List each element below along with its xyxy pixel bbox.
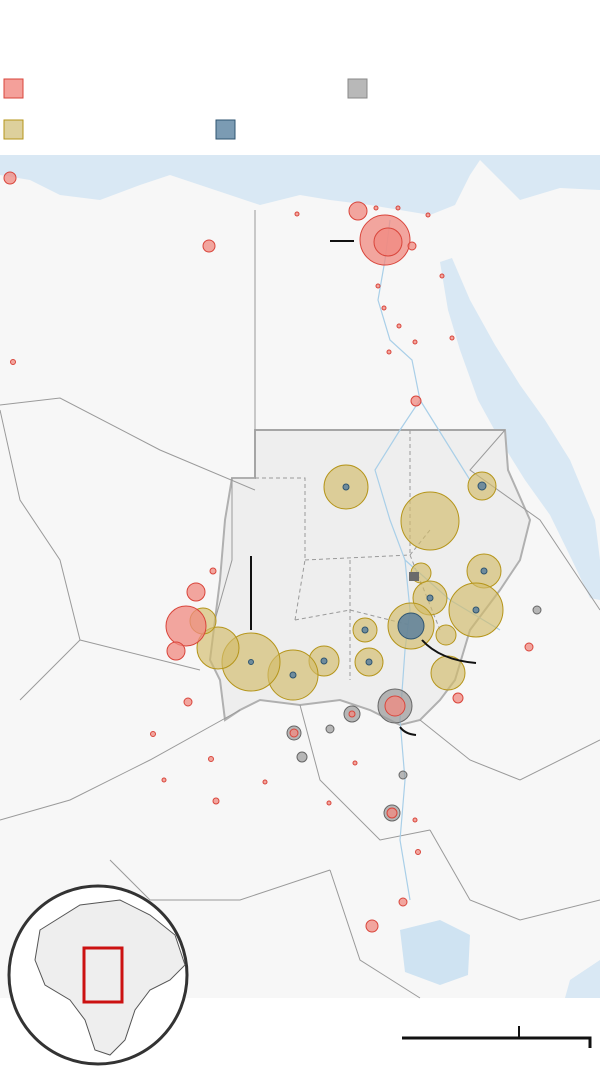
marker [398, 770, 408, 780]
marker [186, 582, 206, 602]
marker [262, 779, 268, 785]
marker [326, 800, 332, 806]
marker [425, 212, 431, 218]
marker [396, 323, 402, 329]
leader-lines [250, 240, 477, 736]
marker [524, 642, 534, 652]
marker [348, 710, 356, 718]
marker [248, 659, 254, 665]
marker [294, 211, 300, 217]
marker [410, 395, 422, 407]
marker [3, 171, 17, 185]
marker [161, 777, 167, 783]
marker [430, 655, 466, 691]
legend-swatch [3, 119, 24, 140]
marker [320, 657, 328, 665]
marker [289, 671, 297, 679]
marker [375, 283, 381, 289]
marker [386, 807, 398, 819]
leader-line [399, 726, 417, 736]
marker [407, 241, 417, 251]
marker [477, 481, 487, 491]
scale-line [402, 1036, 592, 1048]
inset-globe [7, 884, 189, 1066]
marker [365, 919, 379, 933]
sea [440, 258, 600, 600]
marker [352, 760, 358, 766]
marker [183, 697, 193, 707]
marker [386, 349, 392, 355]
marker [296, 751, 308, 763]
marker [381, 305, 387, 311]
marker [412, 817, 418, 823]
marker [426, 594, 434, 602]
lake [400, 920, 470, 985]
marker [373, 205, 379, 211]
marker [166, 641, 186, 661]
marker [415, 849, 421, 855]
marker [472, 606, 480, 614]
marker [165, 605, 207, 647]
marker [289, 728, 299, 738]
marker [409, 572, 419, 581]
markers [3, 171, 542, 933]
legend-swatch [347, 78, 368, 99]
marker [202, 239, 216, 253]
marker [397, 612, 425, 640]
marker [384, 695, 406, 717]
sea [565, 960, 600, 998]
marker [395, 205, 401, 211]
map [0, 155, 600, 999]
scale-bar [402, 1026, 592, 1048]
marker [150, 731, 156, 737]
marker [373, 227, 403, 257]
marker [209, 567, 217, 575]
globe-land [34, 899, 186, 1056]
leader-line [421, 639, 477, 664]
marker [361, 626, 369, 634]
legend [3, 78, 368, 140]
legend-swatch [3, 78, 24, 99]
marker [452, 692, 464, 704]
marker [212, 797, 220, 805]
marker [10, 359, 16, 365]
marker [449, 335, 455, 341]
marker [208, 756, 214, 762]
legend-swatch [215, 119, 236, 140]
marker [348, 201, 368, 221]
marker [398, 897, 408, 907]
marker [325, 724, 335, 734]
marker [365, 658, 373, 666]
sea [0, 155, 600, 215]
marker [439, 273, 445, 279]
inset-box [82, 946, 124, 1004]
marker [400, 491, 460, 551]
marker [412, 339, 418, 345]
marker [342, 483, 350, 491]
marker [196, 626, 240, 670]
marker [532, 605, 542, 615]
marker [435, 624, 457, 646]
marker [480, 567, 488, 575]
